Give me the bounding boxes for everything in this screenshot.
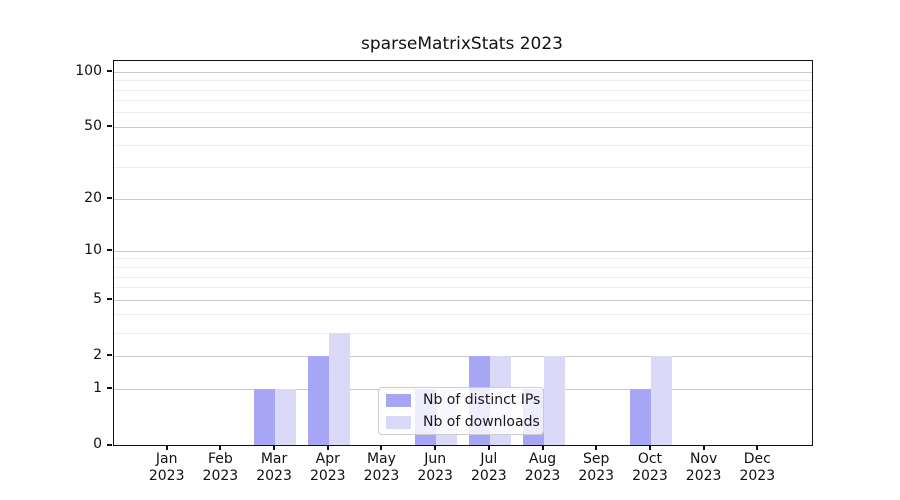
minor-gridline bbox=[114, 167, 812, 169]
minor-gridline bbox=[114, 80, 812, 82]
x-tick-year: 2023 bbox=[363, 468, 400, 484]
y-tick-label: 10 bbox=[84, 242, 102, 259]
x-tick-mark bbox=[434, 445, 437, 450]
y-tick-mark bbox=[107, 298, 112, 301]
y-tick-label: 2 bbox=[93, 347, 102, 364]
minor-gridline bbox=[114, 276, 812, 278]
x-tick-label: Jul 2023 bbox=[457, 451, 521, 485]
x-tick-mark bbox=[756, 445, 759, 450]
x-tick-year: 2023 bbox=[256, 468, 292, 484]
major-gridline bbox=[114, 250, 812, 252]
x-tick-mark bbox=[487, 445, 490, 450]
x-tick-month: Jun bbox=[424, 451, 447, 467]
x-tick-year: 2023 bbox=[309, 468, 346, 484]
y-tick-label: 1 bbox=[93, 380, 102, 396]
chart-title: sparseMatrixStats 2023 bbox=[361, 34, 563, 54]
y-tick-mark bbox=[107, 125, 112, 128]
x-tick-label: Oct 2023 bbox=[618, 451, 682, 485]
minor-gridline bbox=[114, 287, 812, 289]
x-tick-year: 2023 bbox=[578, 468, 615, 484]
x-tick-mark bbox=[541, 445, 544, 450]
x-tick-label: Dec 2023 bbox=[725, 451, 789, 485]
minor-gridline bbox=[114, 332, 812, 334]
y-tick-label: 5 bbox=[93, 291, 102, 308]
x-tick-label: Feb 2023 bbox=[188, 451, 252, 485]
x-tick-label: Jun 2023 bbox=[403, 451, 467, 485]
major-gridline bbox=[114, 355, 812, 357]
x-tick-month: Dec bbox=[743, 451, 771, 467]
x-tick-label: May 2023 bbox=[349, 451, 413, 485]
minor-gridline bbox=[114, 144, 812, 146]
minor-gridline bbox=[114, 100, 812, 102]
minor-gridline bbox=[114, 258, 812, 260]
x-tick-month: Oct bbox=[637, 451, 663, 467]
x-tick-label: Jan 2023 bbox=[135, 451, 199, 485]
bar-downloads bbox=[543, 356, 565, 445]
x-tick-label: Nov 2023 bbox=[672, 451, 736, 485]
x-tick-mark bbox=[165, 445, 168, 450]
x-tick-mark bbox=[273, 445, 276, 450]
legend-item-distinct-ips: Nb of distinct IPs bbox=[379, 391, 543, 409]
major-gridline bbox=[114, 299, 812, 301]
bar-downloads bbox=[275, 389, 297, 445]
x-tick-year: 2023 bbox=[739, 468, 776, 484]
x-tick-year: 2023 bbox=[417, 468, 453, 484]
bar-downloads bbox=[328, 333, 350, 445]
x-tick-label: Aug 2023 bbox=[511, 451, 575, 485]
x-tick-month: Sep bbox=[583, 451, 610, 467]
y-tick-mark bbox=[107, 249, 112, 252]
bar-downloads bbox=[650, 356, 672, 445]
legend-label-downloads: Nb of downloads bbox=[423, 414, 540, 430]
x-tick-label: Sep 2023 bbox=[564, 451, 628, 485]
x-tick-mark bbox=[380, 445, 383, 450]
y-tick-label: 100 bbox=[75, 63, 102, 80]
x-tick-year: 2023 bbox=[524, 468, 561, 484]
major-gridline bbox=[114, 126, 812, 128]
x-tick-mark bbox=[595, 445, 598, 450]
x-tick-month: May bbox=[366, 451, 396, 467]
y-tick-label: 20 bbox=[84, 190, 102, 207]
minor-gridline bbox=[114, 314, 812, 316]
x-tick-year: 2023 bbox=[632, 468, 668, 484]
legend-swatch-downloads bbox=[386, 415, 411, 429]
x-tick-mark bbox=[219, 445, 222, 450]
minor-gridline bbox=[114, 267, 812, 268]
y-tick-mark bbox=[107, 70, 112, 73]
x-tick-mark bbox=[326, 445, 329, 450]
y-tick-label: 50 bbox=[84, 118, 102, 135]
x-tick-mark bbox=[648, 445, 651, 450]
x-tick-month: Feb bbox=[207, 451, 233, 467]
bar-distinct-ips bbox=[254, 389, 276, 445]
y-tick-mark bbox=[107, 354, 112, 357]
legend-item-downloads: Nb of downloads bbox=[379, 413, 543, 431]
x-tick-year: 2023 bbox=[202, 468, 239, 484]
bar-distinct-ips bbox=[629, 389, 651, 445]
x-tick-year: 2023 bbox=[471, 468, 507, 484]
x-tick-label: Mar 2023 bbox=[242, 451, 306, 485]
minor-gridline bbox=[114, 112, 812, 114]
minor-gridline bbox=[114, 89, 812, 91]
x-tick-mark bbox=[702, 445, 705, 450]
legend: Nb of distinct IPs Nb of downloads bbox=[378, 387, 544, 435]
x-tick-month: Apr bbox=[315, 451, 340, 467]
x-tick-month: Mar bbox=[260, 451, 288, 467]
legend-label-distinct-ips: Nb of distinct IPs bbox=[423, 392, 541, 408]
x-tick-month: Jul bbox=[480, 451, 498, 467]
major-gridline bbox=[114, 198, 812, 200]
major-gridline bbox=[114, 71, 812, 73]
x-tick-year: 2023 bbox=[148, 468, 185, 484]
y-tick-mark bbox=[107, 387, 112, 389]
y-tick-mark bbox=[107, 444, 112, 446]
x-tick-month: Nov bbox=[689, 451, 718, 467]
y-tick-label: 0 bbox=[93, 436, 102, 452]
plot-area: Nb of distinct IPs Nb of downloads bbox=[113, 60, 813, 446]
x-tick-month: Aug bbox=[528, 451, 557, 467]
legend-swatch-distinct-ips bbox=[386, 393, 411, 407]
y-tick-mark bbox=[107, 197, 112, 200]
x-tick-label: Apr 2023 bbox=[296, 451, 360, 485]
bar-distinct-ips bbox=[307, 356, 329, 445]
x-tick-month: Jan bbox=[155, 451, 178, 467]
x-tick-year: 2023 bbox=[685, 468, 722, 484]
